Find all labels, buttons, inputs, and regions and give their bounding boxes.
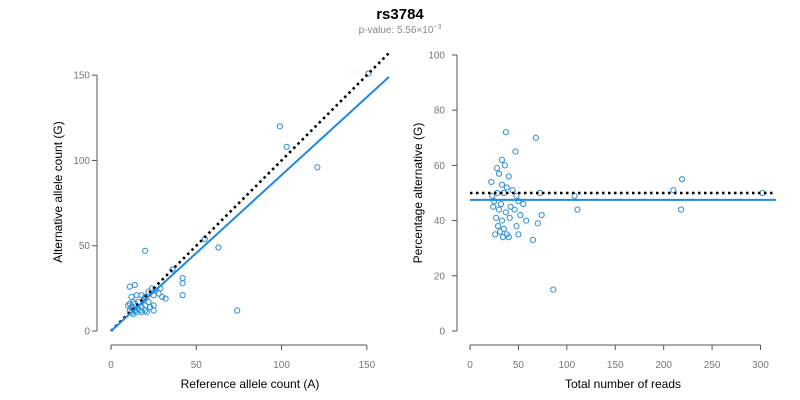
left-data-point bbox=[179, 280, 186, 287]
right-data-point bbox=[490, 203, 497, 210]
right-data-point bbox=[678, 176, 686, 183]
right-x-tick-label: 250 bbox=[704, 360, 721, 371]
left-panel: 0 50 100 150 0 50 100 150 Reference allele count… bbox=[51, 52, 390, 391]
left-data-point bbox=[126, 283, 133, 290]
left-data-point bbox=[234, 307, 241, 314]
right-data-point bbox=[513, 192, 520, 199]
right-y-tick-label: 80 bbox=[434, 106, 446, 117]
left-data-point bbox=[162, 295, 169, 302]
right-data-point bbox=[534, 220, 541, 227]
right-data-point bbox=[529, 236, 537, 244]
left-data-point bbox=[179, 292, 186, 299]
right-data-point bbox=[494, 165, 501, 172]
right-data-point bbox=[502, 209, 509, 216]
right-data-point bbox=[574, 206, 581, 213]
left-y-tick-label: 150 bbox=[73, 71, 90, 82]
right-data-point bbox=[506, 214, 513, 221]
right-x-tick-label: 100 bbox=[558, 360, 575, 371]
right-data-point bbox=[497, 200, 505, 208]
right-x-tick-label: 50 bbox=[513, 360, 525, 371]
right-data-point bbox=[511, 206, 518, 213]
right-data-point bbox=[498, 217, 506, 224]
right-data-point bbox=[532, 134, 539, 141]
right-data-point bbox=[495, 170, 503, 177]
right-y-tick-label: 20 bbox=[434, 271, 446, 282]
right-data-point bbox=[503, 184, 510, 191]
right-data-point bbox=[505, 173, 512, 180]
right-data-point bbox=[550, 286, 557, 293]
left-x-tick-label: 50 bbox=[191, 360, 203, 371]
left-y-axis-label: Alternative allele count (G) bbox=[51, 121, 65, 262]
left-x-axis-label: Reference allele count (A) bbox=[181, 377, 320, 391]
left-data-point bbox=[365, 70, 372, 77]
right-data-point bbox=[489, 192, 496, 199]
right-x-tick-label: 0 bbox=[467, 360, 473, 371]
left-data-point bbox=[142, 247, 149, 254]
right-data-point bbox=[496, 228, 504, 235]
right-data-point bbox=[488, 178, 495, 186]
right-y-tick-label: 0 bbox=[439, 327, 445, 338]
subtitle-prefix: p-value: 5.56×10 bbox=[359, 25, 434, 36]
left-data-point bbox=[133, 292, 140, 299]
left-x-tick-label: 150 bbox=[358, 360, 375, 371]
left-y-tick-label: 100 bbox=[73, 156, 90, 167]
right-data-point bbox=[517, 211, 524, 219]
chart-title: rs3784 bbox=[376, 6, 424, 23]
left-data-point bbox=[128, 293, 135, 300]
left-data-point bbox=[147, 304, 154, 311]
right-data-point bbox=[498, 181, 506, 188]
right-data-point bbox=[513, 223, 520, 230]
left-data-point bbox=[314, 164, 321, 171]
right-x-tick-label: 200 bbox=[655, 360, 672, 371]
left-data-point bbox=[179, 275, 186, 282]
left-data-point bbox=[150, 307, 157, 314]
left-y-tick-label: 0 bbox=[84, 327, 90, 338]
right-data-point bbox=[492, 231, 499, 238]
left-x-tick-label: 100 bbox=[273, 360, 290, 371]
right-data-point bbox=[515, 198, 522, 205]
left-data-point bbox=[215, 244, 222, 251]
right-data-point bbox=[515, 231, 522, 238]
left-data-point bbox=[131, 281, 138, 289]
right-data-point bbox=[538, 211, 545, 219]
left-fit-line bbox=[110, 76, 390, 332]
right-data-point bbox=[512, 148, 519, 155]
right-x-tick-label: 300 bbox=[752, 360, 769, 371]
left-y-tick-label: 50 bbox=[79, 241, 91, 252]
left-data-point bbox=[138, 309, 145, 316]
left-data-point bbox=[159, 293, 166, 300]
right-y-tick-label: 100 bbox=[428, 51, 445, 62]
right-data-point bbox=[505, 234, 512, 241]
right-data-point bbox=[520, 200, 527, 208]
right-y-axis-label: Percentage alternative (G) bbox=[411, 123, 425, 264]
left-reference-line bbox=[110, 52, 390, 332]
right-data-point bbox=[501, 162, 508, 169]
right-data-point bbox=[502, 129, 509, 136]
right-x-tick-label: 150 bbox=[607, 360, 624, 371]
right-data-point bbox=[498, 156, 506, 163]
right-data-point bbox=[523, 217, 530, 224]
right-data-point bbox=[571, 192, 578, 199]
chart-subtitle: p-value: 5.56×10−3 bbox=[359, 24, 442, 36]
right-data-point bbox=[494, 223, 502, 230]
right-panel: 0 50 100 150 200 250 300 0 20 40 60 80 100 Total numb… bbox=[411, 51, 776, 391]
subtitle-exponent: −3 bbox=[433, 24, 441, 31]
left-data-point bbox=[283, 143, 290, 150]
right-data-point bbox=[493, 214, 500, 221]
right-data-point bbox=[670, 187, 677, 194]
right-data-point bbox=[499, 234, 507, 241]
right-y-tick-label: 60 bbox=[434, 161, 446, 172]
left-data-point bbox=[169, 266, 176, 273]
right-data-point bbox=[678, 206, 685, 213]
right-x-axis-label: Total number of reads bbox=[565, 377, 681, 391]
right-data-point bbox=[495, 206, 503, 213]
left-x-tick-label: 0 bbox=[108, 360, 114, 371]
left-data-point bbox=[136, 307, 144, 314]
right-y-tick-label: 40 bbox=[434, 216, 446, 227]
left-data-point bbox=[276, 123, 283, 130]
